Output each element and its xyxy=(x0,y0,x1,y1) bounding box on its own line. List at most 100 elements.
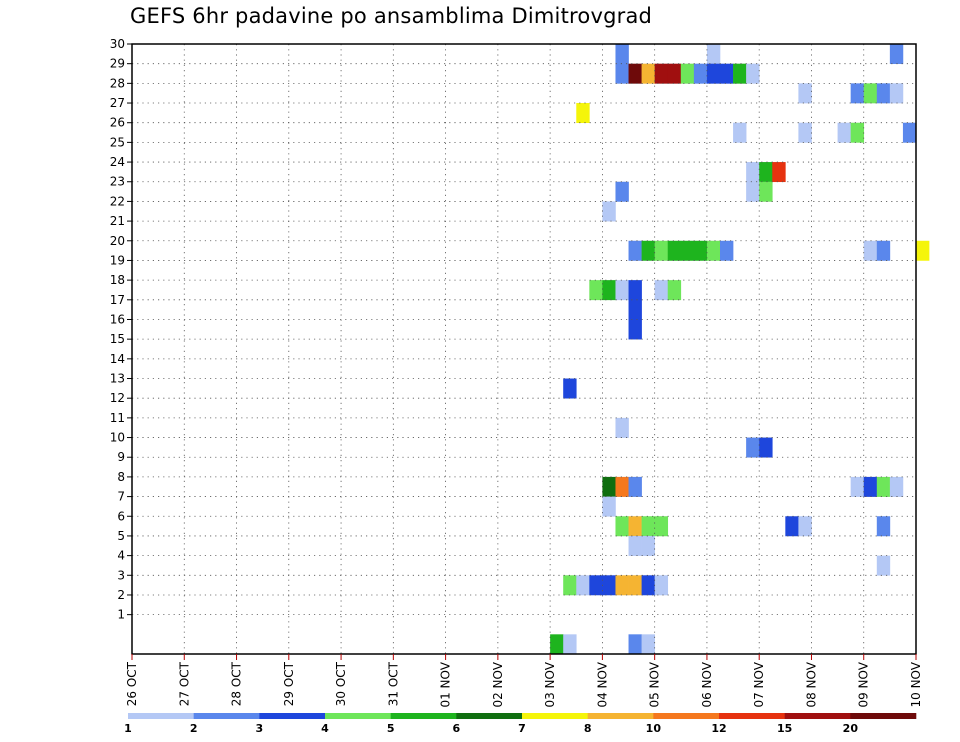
legend-swatch xyxy=(784,713,851,719)
heatmap-cell xyxy=(889,476,904,497)
heatmap-cell xyxy=(602,575,616,596)
heatmap-cell xyxy=(733,63,747,84)
heatmap-cell xyxy=(628,299,642,320)
y-tick-label: 13 xyxy=(110,372,125,386)
heatmap-cell xyxy=(641,634,655,655)
y-tick-label: 9 xyxy=(117,450,125,464)
heatmap-cell xyxy=(863,83,878,104)
heatmap-cell xyxy=(654,516,669,537)
x-tick-label: 26 OCT xyxy=(125,661,139,706)
x-tick-label: 08 NOV xyxy=(804,661,818,707)
heatmap-cell xyxy=(785,516,799,537)
legend-swatch xyxy=(259,713,326,719)
heatmap-cell xyxy=(850,122,865,143)
y-tick-label: 7 xyxy=(117,490,125,504)
heatmap-cell xyxy=(798,516,812,537)
heatmap-cell xyxy=(641,516,655,537)
heatmap-cell xyxy=(654,575,669,596)
heatmap-cell xyxy=(693,63,708,84)
y-tick-label: 25 xyxy=(110,135,125,149)
y-tick-label: 10 xyxy=(110,431,125,445)
heatmap-cell xyxy=(876,555,891,576)
heatmap-cell xyxy=(746,437,760,458)
heatmap-cell xyxy=(628,319,642,340)
heatmap-cell xyxy=(667,63,682,84)
heatmap-cell xyxy=(641,63,655,84)
y-tick-label: 19 xyxy=(110,253,125,267)
heatmap-cell xyxy=(759,437,773,458)
heatmap-cell xyxy=(602,476,616,497)
legend-label: 2 xyxy=(190,722,198,735)
y-tick-label: 21 xyxy=(110,214,125,228)
heatmap-cell xyxy=(680,240,695,261)
heatmap-cell xyxy=(889,83,904,104)
heatmap-cell xyxy=(576,575,590,596)
heatmap-cell xyxy=(889,44,904,64)
heatmap-cell xyxy=(759,181,773,202)
heatmap-cell xyxy=(641,240,655,261)
y-tick-label: 16 xyxy=(110,312,125,326)
legend-label: 3 xyxy=(256,722,264,735)
heatmap-cell xyxy=(615,516,629,537)
x-tick-label: 29 OCT xyxy=(282,661,296,706)
heatmap-cell xyxy=(602,201,616,222)
heatmap-cell xyxy=(733,122,747,143)
heatmap-cell xyxy=(628,535,642,556)
heatmap-cell xyxy=(615,63,629,84)
heatmap-cell xyxy=(628,516,642,537)
heatmap-cell xyxy=(798,122,812,143)
legend-swatch xyxy=(587,713,654,719)
heatmap-cell xyxy=(720,63,734,84)
x-tick-label: 07 NOV xyxy=(752,661,766,707)
y-tick-label: 6 xyxy=(117,509,125,523)
heatmap-cell xyxy=(720,240,734,261)
y-tick-label: 26 xyxy=(110,116,125,130)
heatmap-cell xyxy=(850,83,865,104)
y-tick-label: 27 xyxy=(110,96,125,110)
legend-swatch xyxy=(522,713,588,719)
heatmap-cell xyxy=(863,240,878,261)
legend-label: 6 xyxy=(453,722,461,735)
x-tick-label: 06 NOV xyxy=(700,661,714,707)
heatmap-cell xyxy=(628,240,642,261)
legend-label: 5 xyxy=(387,722,395,735)
heatmap-cell xyxy=(876,476,891,497)
plot-frame xyxy=(131,43,917,655)
heatmap-cell xyxy=(654,240,669,261)
heatmap-cell xyxy=(798,83,812,104)
legend-swatch xyxy=(456,713,523,719)
x-tick-label: 09 NOV xyxy=(857,661,871,707)
heatmap-cell xyxy=(628,575,642,596)
x-axis: 26 OCT 27 OCT 28 OCT 29 OCT 30 OCT 31 OCT 01 N… xyxy=(125,654,923,708)
heatmap-cells xyxy=(550,44,930,655)
x-tick-label: 10 NOV xyxy=(909,661,923,707)
chart-title: GEFS 6hr padavine po ansamblima Dimitrov… xyxy=(130,4,653,28)
heatmap-cell xyxy=(563,634,577,655)
y-axis: 1234567891011121314151617181920212223242… xyxy=(110,37,132,622)
heatmap-cell xyxy=(667,240,682,261)
legend-label: 12 xyxy=(711,722,726,735)
heatmap-cell xyxy=(680,63,695,84)
heatmap-cell xyxy=(654,280,669,301)
color-legend: 1 2 3 4 5 6 7 8 10 12 15 20 xyxy=(124,713,917,735)
legend-label: 8 xyxy=(584,722,592,735)
legend-swatch xyxy=(325,713,391,719)
legend-label: 15 xyxy=(777,722,792,735)
y-tick-label: 3 xyxy=(117,568,125,582)
x-tick-label: 31 OCT xyxy=(386,661,400,706)
heatmap-cell xyxy=(706,44,721,64)
heatmap-cell xyxy=(876,83,891,104)
heatmap-cell xyxy=(628,280,642,301)
y-tick-label: 5 xyxy=(117,529,125,543)
heatmap-cell xyxy=(746,181,760,202)
heatmap-cell xyxy=(563,575,577,596)
x-tick-label: 04 NOV xyxy=(595,661,609,707)
y-tick-label: 23 xyxy=(110,175,125,189)
heatmap-cell xyxy=(628,63,642,84)
legend-swatch xyxy=(390,713,457,719)
heatmap-cell xyxy=(746,162,760,183)
legend-swatch xyxy=(193,713,260,719)
heatmap-cell xyxy=(563,378,577,399)
legend-label: 4 xyxy=(321,722,329,735)
